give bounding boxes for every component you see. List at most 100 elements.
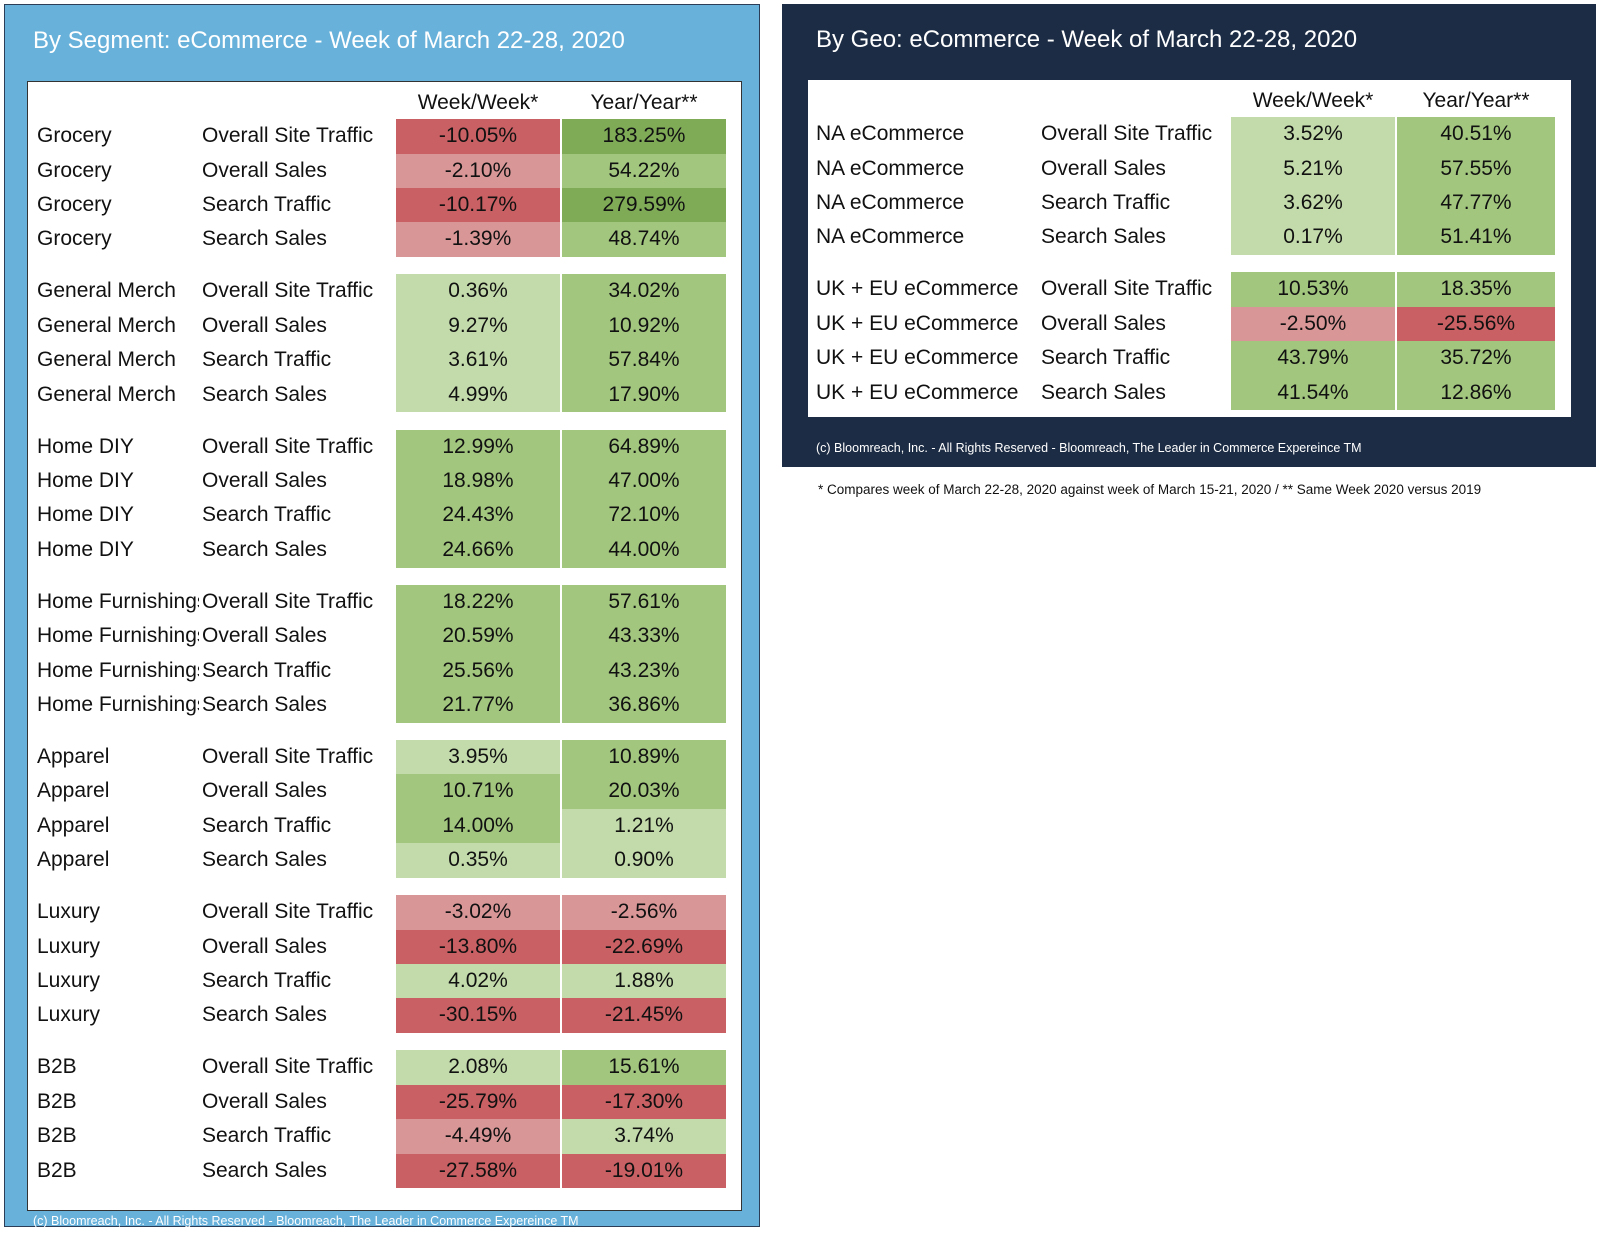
segment-year-cell: 20.03% bbox=[562, 774, 726, 810]
geo-year-cell: 47.77% bbox=[1397, 186, 1555, 221]
segment-week-cell: 3.61% bbox=[396, 343, 560, 379]
segment-year-cell: 43.23% bbox=[562, 653, 726, 689]
segment-metric-label: Overall Sales bbox=[202, 158, 327, 182]
segment-group-label: Luxury bbox=[37, 1003, 101, 1027]
segment-year-cell: 54.22% bbox=[562, 153, 726, 189]
geo-metric-label: Search Traffic bbox=[1041, 191, 1171, 214]
segment-metric-label: Overall Site Traffic bbox=[202, 434, 374, 458]
segment-group-label: B2B bbox=[37, 1124, 77, 1148]
segment-year-cell: -22.69% bbox=[562, 929, 726, 965]
segment-week-cell: 4.99% bbox=[396, 377, 560, 413]
geo-metric-label: Overall Sales bbox=[1041, 311, 1166, 335]
geo-week-cell: 43.79% bbox=[1231, 341, 1395, 377]
segment-metric-label: Overall Sales bbox=[202, 469, 327, 492]
segment-metric-label: Overall Site Traffic bbox=[202, 1055, 374, 1079]
segment-metric-label: Overall Site Traffic bbox=[202, 279, 374, 303]
segment-group-label: Grocery bbox=[37, 124, 112, 148]
segment-metric-label: Search Sales bbox=[202, 382, 327, 406]
segment-year-cell: 43.33% bbox=[562, 619, 726, 655]
segment-group-label: Grocery bbox=[37, 193, 112, 216]
geo-year-cell: 57.55% bbox=[1397, 151, 1555, 187]
segment-week-cell: -4.49% bbox=[396, 1119, 560, 1155]
segment-metric-label: Overall Sales bbox=[202, 313, 327, 337]
segment-metric-label: Overall Site Traffic bbox=[202, 124, 374, 148]
segment-year-cell: 0.90% bbox=[562, 843, 726, 879]
geo-footer: (c) Bloomreach, Inc. - All Rights Reserv… bbox=[816, 441, 1362, 455]
segment-year-cell: 10.89% bbox=[562, 740, 726, 775]
geo-week-cell: 3.52% bbox=[1231, 117, 1395, 153]
segment-year-cell: 64.89% bbox=[562, 429, 726, 465]
geo-group-label: UK + EU eCommerce bbox=[816, 380, 1019, 404]
geo-panel: By Geo: eCommerce - Week of March 22-28,… bbox=[782, 4, 1596, 467]
segment-panel-title: By Segment: eCommerce - Week of March 22… bbox=[33, 27, 625, 54]
geo-metric-label: Overall Site Traffic bbox=[1041, 277, 1213, 301]
segment-week-cell: -13.80% bbox=[396, 929, 560, 965]
segment-year-cell: 1.21% bbox=[562, 808, 726, 844]
segment-metric-label: Overall Sales bbox=[202, 1089, 327, 1113]
segment-week-cell: 18.22% bbox=[396, 584, 560, 620]
segment-year-cell: 279.59% bbox=[562, 188, 726, 223]
segment-group-label: Home Furnishings bbox=[37, 624, 199, 648]
geo-year-cell: 40.51% bbox=[1397, 117, 1555, 153]
segment-group-label: General Merch bbox=[37, 279, 176, 303]
geo-metric-label: Search Sales bbox=[1041, 380, 1166, 404]
geo-year-cell: 18.35% bbox=[1397, 272, 1555, 308]
geo-week-cell: 0.17% bbox=[1231, 220, 1395, 256]
segment-metric-label: Search Traffic bbox=[202, 658, 332, 682]
segment-table: Week/Week* Year/Year** Grocery Overall Si… bbox=[27, 81, 742, 1211]
segment-week-cell: 24.66% bbox=[396, 532, 560, 568]
segment-group-label: Home DIY bbox=[37, 537, 134, 561]
geo-metric-label: Overall Site Traffic bbox=[1041, 122, 1213, 146]
segment-year-cell: 44.00% bbox=[562, 532, 726, 568]
segment-week-cell: 14.00% bbox=[396, 808, 560, 844]
segment-group-label: Apparel bbox=[37, 745, 110, 768]
footnote: * Compares week of March 22-28, 2020 aga… bbox=[818, 482, 1482, 497]
segment-metric-label: Search Sales bbox=[202, 537, 327, 561]
geo-col-year: Year/Year** bbox=[1422, 89, 1530, 112]
geo-metric-label: Search Traffic bbox=[1041, 346, 1171, 370]
segment-year-cell: 3.74% bbox=[562, 1119, 726, 1155]
segment-week-cell: 12.99% bbox=[396, 429, 560, 465]
segment-group-label: Home Furnishings bbox=[37, 589, 199, 613]
segment-metric-label: Search Sales bbox=[202, 693, 327, 716]
geo-week-cell: 10.53% bbox=[1231, 272, 1395, 308]
segment-metric-label: Overall Site Traffic bbox=[202, 589, 374, 613]
segment-week-cell: -30.15% bbox=[396, 998, 560, 1034]
segment-week-cell: 20.59% bbox=[396, 619, 560, 655]
segment-group-label: Luxury bbox=[37, 900, 101, 924]
segment-metric-label: Overall Site Traffic bbox=[202, 745, 374, 768]
segment-group-label: B2B bbox=[37, 1089, 77, 1113]
segment-week-cell: -25.79% bbox=[396, 1084, 560, 1120]
segment-metric-label: Overall Site Traffic bbox=[202, 900, 374, 924]
geo-table: Week/Week* Year/Year** NA eCommerce Overa… bbox=[808, 80, 1571, 417]
geo-group-label: UK + EU eCommerce bbox=[816, 277, 1019, 301]
segment-year-cell: 183.25% bbox=[562, 119, 726, 155]
segment-metric-label: Search Sales bbox=[202, 848, 327, 872]
segment-group-label: General Merch bbox=[37, 382, 176, 406]
segment-year-cell: 34.02% bbox=[562, 274, 726, 310]
segment-week-cell: -27.58% bbox=[396, 1153, 560, 1189]
geo-panel-title: By Geo: eCommerce - Week of March 22-28,… bbox=[816, 26, 1358, 53]
segment-group-label: Grocery bbox=[37, 227, 112, 251]
segment-year-cell: 15.61% bbox=[562, 1050, 726, 1086]
segment-group-label: General Merch bbox=[37, 348, 176, 372]
segment-week-cell: 0.35% bbox=[396, 843, 560, 879]
geo-year-cell: 35.72% bbox=[1397, 341, 1555, 377]
geo-week-cell: -2.50% bbox=[1231, 306, 1395, 342]
segment-group-label: Apparel bbox=[37, 848, 110, 872]
segment-year-cell: 36.86% bbox=[562, 688, 726, 723]
segment-week-cell: -1.39% bbox=[396, 222, 560, 258]
segment-year-cell: -2.56% bbox=[562, 895, 726, 931]
segment-year-cell: -19.01% bbox=[562, 1153, 726, 1189]
segment-week-cell: 3.95% bbox=[396, 740, 560, 775]
geo-col-week: Week/Week* bbox=[1252, 89, 1374, 112]
segment-metric-label: Overall Sales bbox=[202, 779, 327, 803]
segment-metric-label: Search Sales bbox=[202, 1003, 327, 1027]
segment-group-label: Home DIY bbox=[37, 469, 134, 492]
segment-metric-label: Search Traffic bbox=[202, 969, 332, 992]
geo-group-label: NA eCommerce bbox=[816, 156, 965, 180]
segment-metric-label: Search Traffic bbox=[202, 348, 332, 372]
segment-col-year: Year/Year** bbox=[590, 91, 698, 114]
segment-year-cell: 48.74% bbox=[562, 222, 726, 258]
segment-year-cell: 10.92% bbox=[562, 308, 726, 344]
